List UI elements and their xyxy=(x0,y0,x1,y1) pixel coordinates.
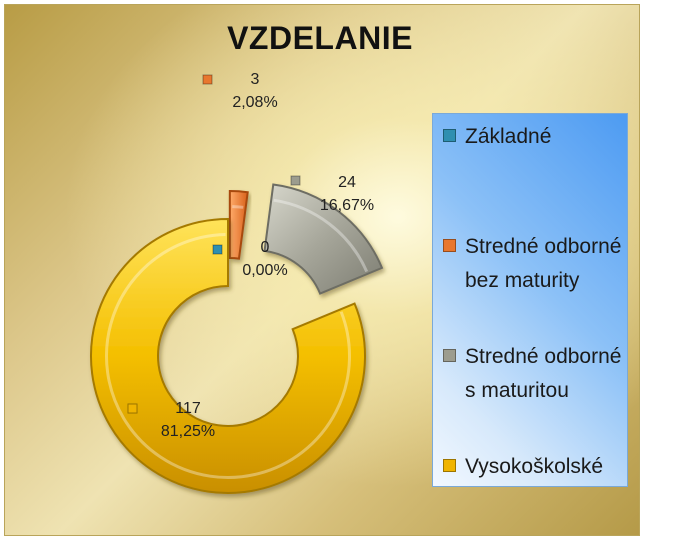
data-label-value-zakladne: 0 xyxy=(261,239,270,256)
legend-label: Vysokoškolské xyxy=(465,455,604,478)
data-label-value-vysokoskolske: 117 xyxy=(175,400,201,417)
legend-marker xyxy=(443,239,456,252)
legend: Základné Stredné odborné bez maturity St… xyxy=(432,113,628,487)
data-label-marker-vysokoskolske xyxy=(127,403,138,414)
legend-label: Stredné odborné s maturitou xyxy=(465,345,622,402)
legend-marker xyxy=(443,459,456,472)
legend-label: Základné xyxy=(465,125,552,148)
slice-stredne-s-maturitou xyxy=(263,183,384,295)
slice-stredne-s-maturitou-bevel xyxy=(273,198,369,273)
chart-title: VZDELANIE xyxy=(227,20,413,56)
data-label-percent-stredne-bez-maturity: 2,08% xyxy=(232,94,277,111)
data-label-percent-stredne-s-maturitou: 16,67% xyxy=(320,197,374,214)
slice-stredne-bez-maturity xyxy=(228,190,249,260)
data-label-marker-stredne-bez-maturity xyxy=(202,74,213,85)
data-label-percent-vysokoskolske: 81,25% xyxy=(161,423,215,440)
slice-vysokoskolske-bevel xyxy=(105,233,351,479)
data-label-marker-zakladne xyxy=(212,244,223,255)
data-label-value-stredne-s-maturitou: 24 xyxy=(338,174,356,191)
legend-label: Stredné odborné bez maturity xyxy=(465,235,622,292)
data-label-value-stredne-bez-maturity: 3 xyxy=(251,71,260,88)
legend-marker xyxy=(443,129,456,142)
slice-stredne-bez-maturity-bevel xyxy=(232,205,244,209)
data-label-percent-zakladne: 0,00% xyxy=(242,262,287,279)
slice-vysokoskolske xyxy=(90,217,366,494)
data-label-marker-stredne-s-maturitou xyxy=(290,175,301,186)
legend-marker xyxy=(443,349,456,362)
